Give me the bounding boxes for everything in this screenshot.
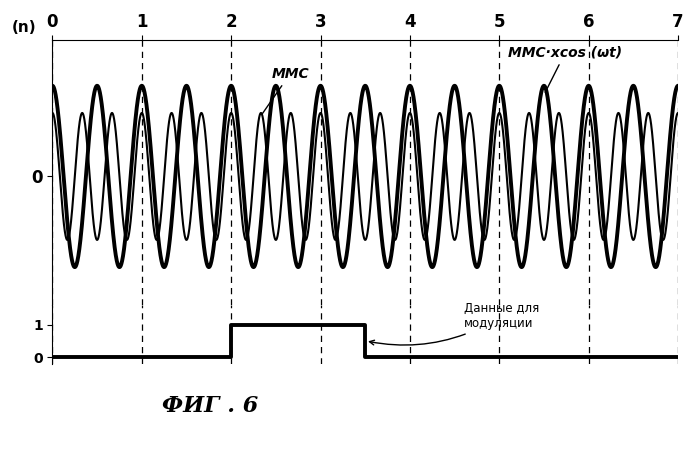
Text: ММС·xcos (ωt): ММС·xcos (ωt) (508, 45, 622, 92)
Text: (n): (n) (12, 20, 36, 35)
Text: Данные для
модуляции: Данные для модуляции (370, 302, 539, 345)
Text: ФИГ . 6: ФИГ . 6 (161, 396, 258, 417)
Text: ММС: ММС (262, 66, 309, 114)
